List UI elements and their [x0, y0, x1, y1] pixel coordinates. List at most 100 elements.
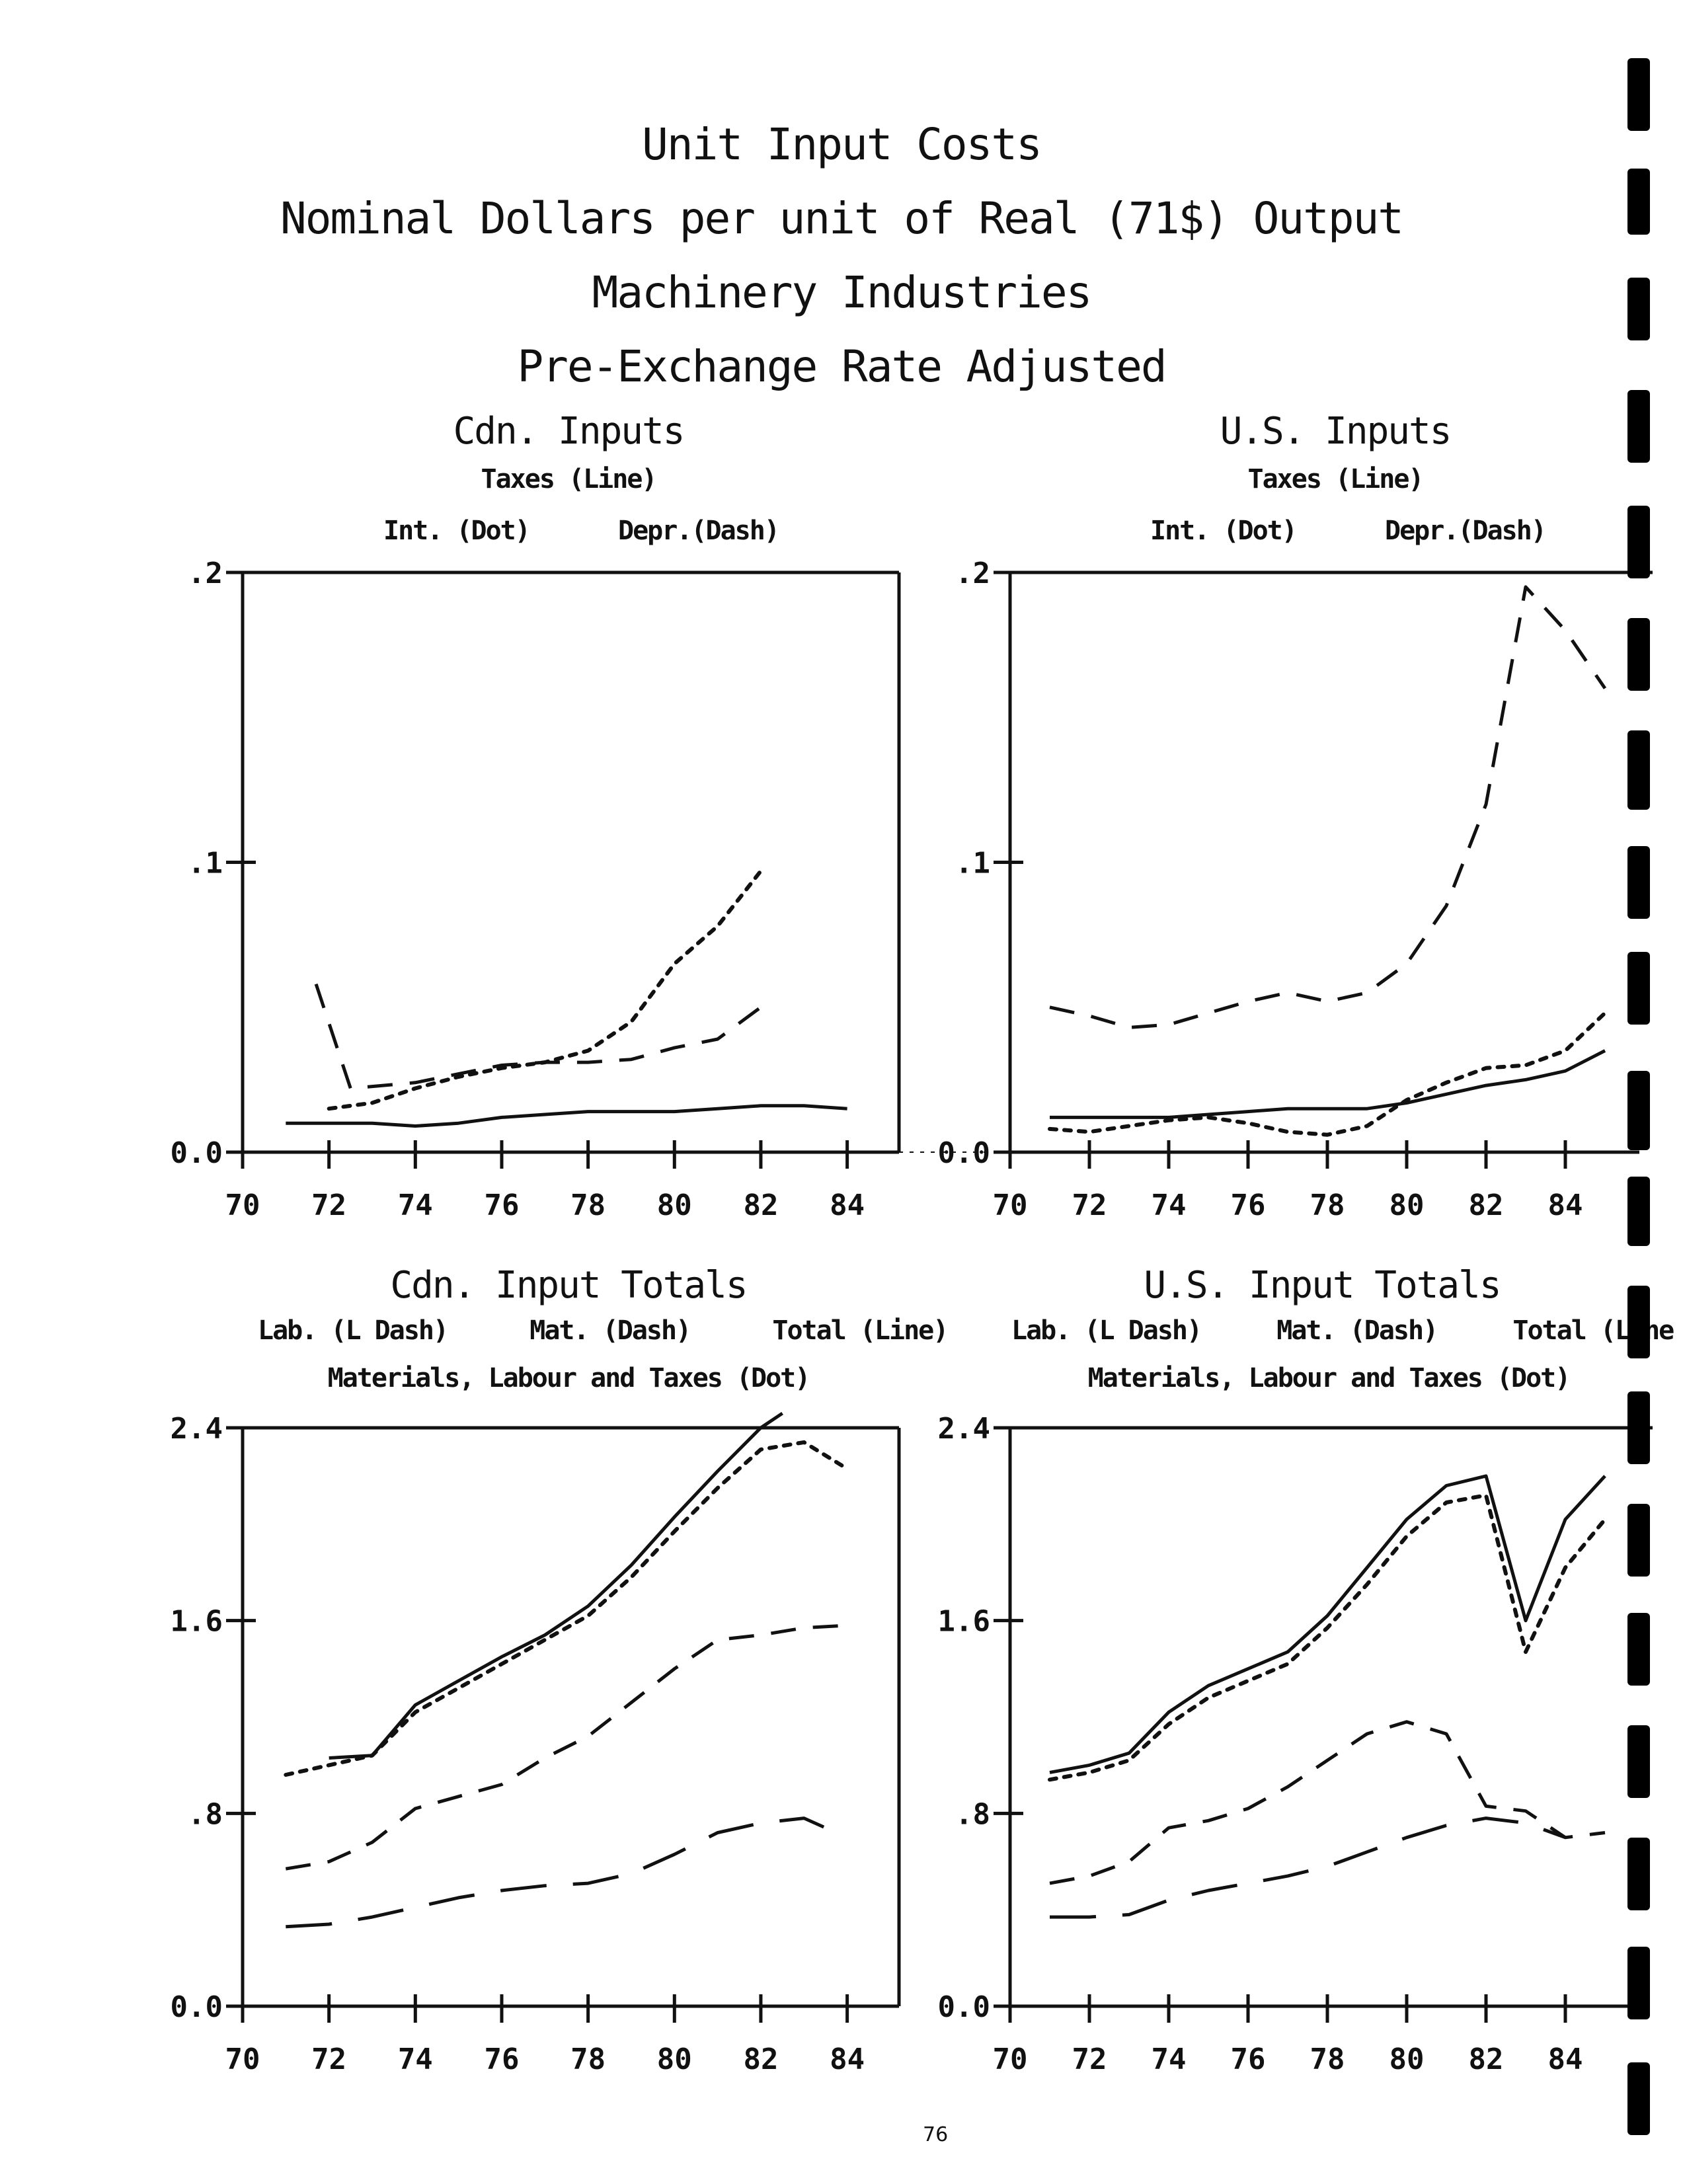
series-line — [327, 869, 763, 1111]
us-input-totals-subtitle: Materials, Labour and Taxes (Dot) — [1087, 1363, 1571, 1393]
binder-mark — [1627, 169, 1650, 235]
x-tick-label: 80 — [1389, 1189, 1425, 1222]
binder-mark — [1627, 1504, 1650, 1577]
x-tick-label: 84 — [830, 2043, 865, 2076]
y-tick-label: 0.0 — [171, 1136, 223, 1170]
binder-mark — [1627, 1725, 1650, 1798]
page-number: 76 — [923, 2123, 949, 2146]
x-tick-label: 70 — [993, 1189, 1028, 1222]
binder-mark — [1627, 1391, 1650, 1464]
page-title-line-1: Unit Input Costs — [642, 119, 1042, 170]
series-line — [1050, 1049, 1606, 1119]
x-tick-label: 70 — [225, 1189, 260, 1222]
x-tick-label: 78 — [570, 2043, 606, 2076]
us-inputs-legend: Int. (Dot) Depr.(Dash) — [1150, 516, 1547, 546]
x-tick-label: 70 — [993, 2043, 1028, 2076]
legend-entry-lab: Lab. (L Dash) — [1011, 1315, 1202, 1346]
binder-mark — [1627, 2062, 1650, 2135]
cdn-input-totals-title: Cdn. Input Totals — [390, 1264, 748, 1307]
x-tick-label: 78 — [570, 1189, 606, 1222]
x-tick-label: 82 — [1469, 2043, 1504, 2076]
series-line — [286, 1104, 847, 1128]
series-line — [285, 1623, 847, 1871]
binder-mark — [1627, 1177, 1650, 1246]
series-line — [314, 983, 762, 1090]
series-line — [286, 1816, 826, 1929]
x-tick-label: 84 — [830, 1189, 865, 1222]
x-tick-label: 84 — [1548, 1189, 1583, 1222]
series-line — [1048, 1011, 1607, 1137]
binder-mark — [1627, 58, 1650, 131]
y-tick-label: .1 — [188, 847, 223, 880]
page-title-line-4: Pre-Exchange Rate Adjusted — [517, 341, 1167, 392]
binder-mark — [1627, 1613, 1650, 1686]
y-tick-label: 0.0 — [938, 1990, 990, 2024]
x-tick-label: 72 — [1072, 1189, 1107, 1222]
us-input-totals-legend: Lab. (L Dash) Mat. (Dash) Total (Line — [1011, 1315, 1674, 1346]
page-title-line-3: Machinery Industries — [592, 267, 1093, 318]
x-tick-label: 72 — [311, 1189, 346, 1222]
x-tick-label: 82 — [743, 2043, 778, 2076]
legend-entry-depr: Depr.(Dash) — [618, 516, 780, 546]
x-tick-label: 74 — [1152, 1189, 1187, 1222]
binder-mark — [1627, 846, 1650, 919]
binder-mark — [1627, 1071, 1650, 1150]
x-tick-label: 72 — [311, 2043, 346, 2076]
x-tick-label: 74 — [398, 1189, 433, 1222]
legend-entry-depr: Depr.(Dash) — [1385, 516, 1547, 546]
legend-entry-total: Total (Line) — [772, 1315, 949, 1346]
cdn-input-totals-legend: Lab. (L Dash) Mat. (Dash) Total (Line) — [258, 1315, 949, 1346]
us-inputs-subtitle: Taxes (Line) — [1247, 464, 1425, 494]
binder-mark — [1627, 1947, 1650, 2019]
x-tick-label: 74 — [398, 2043, 433, 2076]
x-tick-label: 80 — [1389, 2043, 1425, 2076]
y-tick-label: 2.4 — [171, 1412, 223, 1446]
page-title-line-2: Nominal Dollars per unit of Real (71$) O… — [280, 193, 1404, 244]
x-tick-label: 78 — [1310, 2043, 1345, 2076]
cdn-input-totals-subtitle: Materials, Labour and Taxes (Dot) — [327, 1363, 811, 1393]
x-tick-label: 76 — [484, 1189, 519, 1222]
binder-mark — [1627, 730, 1650, 810]
legend-entry-int: Int. (Dot) — [383, 516, 531, 546]
x-tick-label: 82 — [1469, 1189, 1504, 1222]
x-tick-label: 80 — [657, 2043, 692, 2076]
y-tick-label: 0.0 — [171, 1990, 223, 2024]
cdn-inputs-title: Cdn. Inputs — [453, 410, 685, 453]
us-inputs-title: U.S. Inputs — [1220, 410, 1452, 453]
binder-mark — [1627, 618, 1650, 691]
x-tick-label: 82 — [743, 1189, 778, 1222]
series-line — [284, 1440, 849, 1777]
x-tick-label: 80 — [657, 1189, 692, 1222]
y-tick-label: 0.0 — [938, 1136, 990, 1170]
x-tick-label: 76 — [1231, 2043, 1266, 2076]
series-line — [1049, 1720, 1606, 1885]
binder-mark — [1627, 952, 1650, 1025]
binder-mark — [1627, 506, 1650, 578]
x-tick-label: 72 — [1072, 2043, 1107, 2076]
x-tick-label: 84 — [1548, 2043, 1583, 2076]
binder-mark — [1627, 1838, 1650, 1910]
cdn-inputs-legend: Int. (Dot) Depr.(Dash) — [383, 516, 780, 546]
binder-mark — [1627, 390, 1650, 463]
y-tick-label: .8 — [188, 1797, 223, 1831]
x-tick-label: 76 — [1231, 1189, 1266, 1222]
legend-entry-mat: Mat. (Dash) — [529, 1315, 691, 1346]
series-line — [1049, 1474, 1606, 1774]
series-line — [1050, 1816, 1566, 1919]
x-tick-label: 74 — [1152, 2043, 1187, 2076]
series-line — [1049, 585, 1607, 1029]
y-tick-label: .1 — [955, 847, 990, 880]
y-tick-label: .2 — [955, 557, 990, 590]
legend-entry-lab: Lab. (L Dash) — [258, 1315, 449, 1346]
us-input-totals-title: U.S. Input Totals — [1144, 1264, 1501, 1307]
y-tick-label: 1.6 — [938, 1605, 990, 1639]
series-line — [329, 1412, 783, 1760]
series-line — [1048, 1493, 1607, 1782]
y-tick-label: .8 — [955, 1797, 990, 1831]
legend-entry-mat: Mat. (Dash) — [1276, 1315, 1438, 1346]
binder-mark — [1627, 1286, 1650, 1358]
cdn-inputs-subtitle: Taxes (Line) — [481, 464, 658, 494]
x-tick-label: 70 — [225, 2043, 260, 2076]
y-tick-label: .2 — [188, 557, 223, 590]
